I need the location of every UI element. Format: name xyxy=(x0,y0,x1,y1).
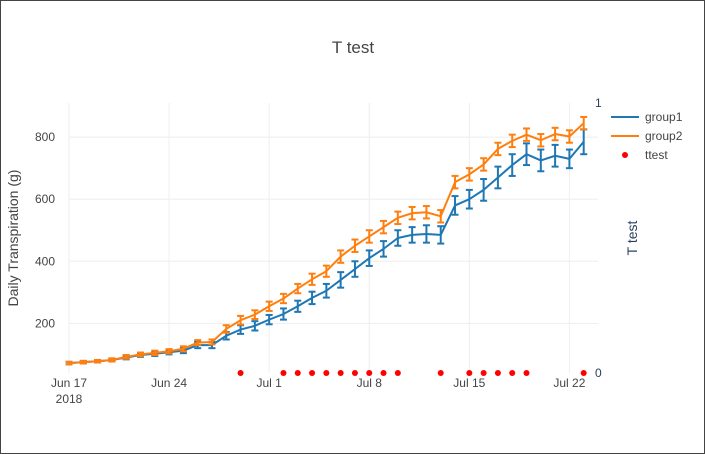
ttest-point xyxy=(494,370,501,376)
ttest-point xyxy=(380,370,387,376)
ttest-point xyxy=(294,370,301,376)
y2-tick-labels: 01 xyxy=(595,96,602,380)
series-layer xyxy=(65,115,588,366)
legend-item-group2[interactable]: group2 xyxy=(611,129,683,143)
ttest-point xyxy=(480,370,487,376)
series-group1 xyxy=(65,128,588,366)
y-tick-label: 800 xyxy=(35,130,55,144)
ttest-point xyxy=(509,370,516,376)
ttest-points xyxy=(237,370,587,376)
legend-item-ttest[interactable]: ttest xyxy=(622,148,668,162)
series-line-group1 xyxy=(68,141,585,365)
ttest-point xyxy=(580,370,587,376)
legend-label-group2: group2 xyxy=(645,129,683,143)
y-tick-label: 600 xyxy=(35,192,55,206)
series-line-group2 xyxy=(68,122,585,365)
y-tick-labels: 200 400 600 800 xyxy=(35,130,55,330)
y2-tick-label: 0 xyxy=(595,366,602,380)
y-axis-label: Daily Transpiration (g) xyxy=(5,170,21,307)
x-tick-label: Jul 15 xyxy=(453,376,485,390)
ttest-point xyxy=(394,370,401,376)
x-year-label: 2018 xyxy=(56,392,83,406)
y2-axis-label: T test xyxy=(624,221,640,256)
gridlines xyxy=(68,103,598,373)
ttest-point xyxy=(309,370,316,376)
legend-label-group1: group1 xyxy=(645,110,683,124)
x-tick-labels: Jun 17 Jun 24 Jul 1 Jul 8 Jul 15 Jul 22 xyxy=(51,376,586,390)
ttest-point xyxy=(337,370,344,376)
x-tick-label: Jun 17 xyxy=(51,376,87,390)
ttest-point xyxy=(351,370,358,376)
ttest-point xyxy=(323,370,330,376)
legend-label-ttest: ttest xyxy=(645,148,668,162)
x-tick-label: Jul 1 xyxy=(256,376,282,390)
y-tick-label: 400 xyxy=(35,254,55,268)
legend-item-group1[interactable]: group1 xyxy=(611,110,683,124)
series-group2 xyxy=(65,115,588,366)
y2-tick-label: 1 xyxy=(595,96,602,110)
ttest-point xyxy=(466,370,473,376)
ttest-point xyxy=(523,370,530,376)
ttest-point xyxy=(437,370,444,376)
ttest-point xyxy=(280,370,287,376)
y-tick-label: 200 xyxy=(35,316,55,330)
ttest-point xyxy=(237,370,244,376)
chart-title: T test xyxy=(332,38,374,57)
x-tick-label: Jul 22 xyxy=(553,376,585,390)
x-tick-label: Jul 8 xyxy=(357,376,383,390)
legend: group1 group2 ttest xyxy=(611,110,683,162)
ttest-point xyxy=(366,370,373,376)
x-tick-label: Jun 24 xyxy=(151,376,187,390)
